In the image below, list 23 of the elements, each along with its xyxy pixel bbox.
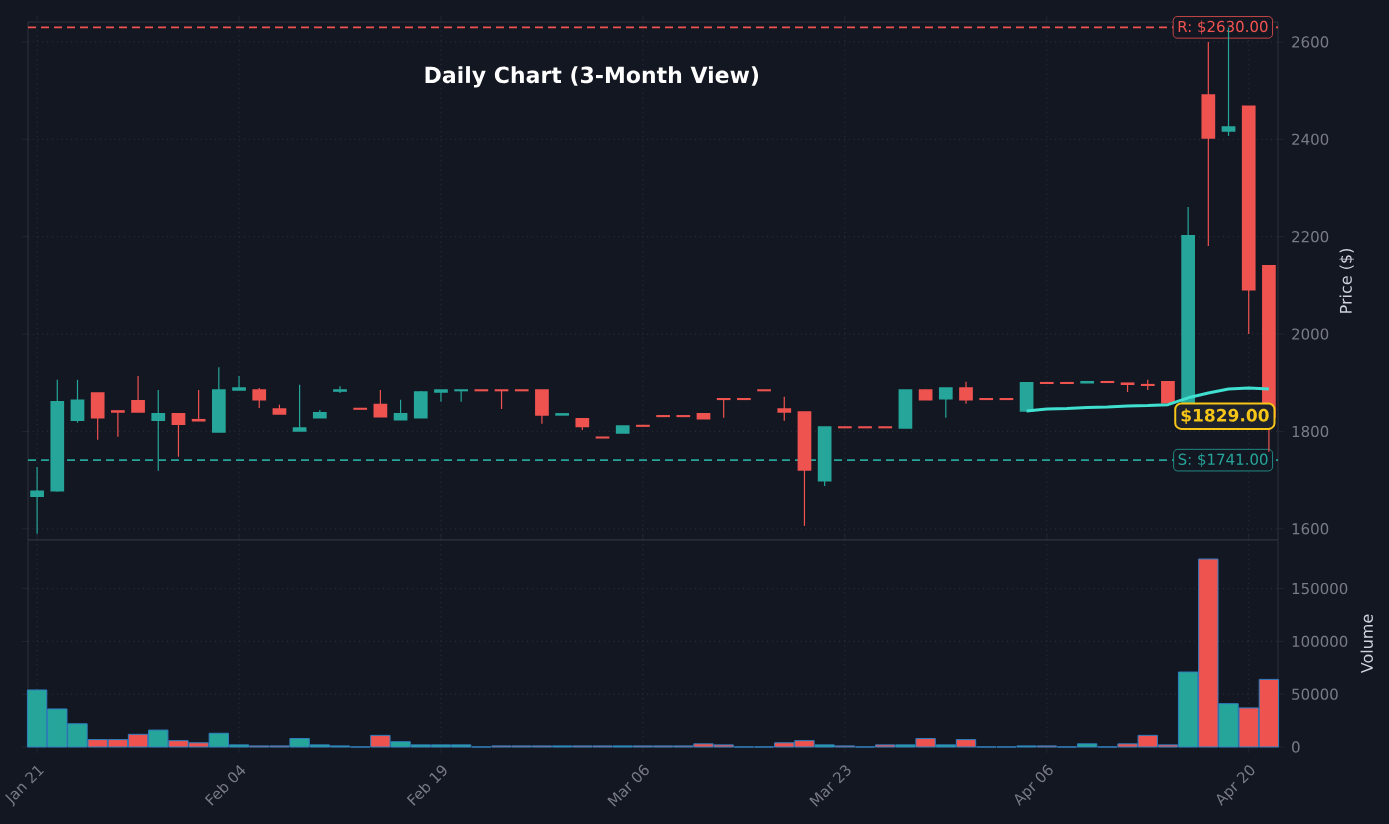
y-tick-label: 100000 bbox=[1292, 635, 1348, 648]
y-tick-label: 1800 bbox=[1292, 425, 1329, 438]
ref-line-label: R: $2630.00 bbox=[1178, 20, 1268, 35]
x-tick-label: Feb 04 bbox=[204, 765, 246, 806]
y-tick-label: 50000 bbox=[1292, 688, 1338, 700]
y-tick-label: 2200 bbox=[1292, 231, 1329, 243]
x-tick-label: Mar 06 bbox=[607, 764, 649, 807]
x-tick-label: Feb 19 bbox=[406, 765, 447, 806]
y-tick-label: 0 bbox=[1292, 741, 1300, 753]
ref-line-label: S: $1741.00 bbox=[1178, 453, 1268, 467]
y-tick-label: 2600 bbox=[1292, 36, 1329, 48]
x-tick-label: Jan 21 bbox=[5, 765, 44, 807]
y-tick-label: 1600 bbox=[1292, 523, 1329, 535]
annotation: $1829.00 bbox=[1181, 408, 1269, 424]
y-axis-title: Price ($) bbox=[1339, 248, 1354, 313]
y-axis-title: Volume bbox=[1360, 614, 1373, 674]
y-tick-label: 2400 bbox=[1292, 133, 1329, 145]
x-tick-label: Apr 06 bbox=[1014, 764, 1053, 806]
x-tick-label: Apr 20 bbox=[1216, 765, 1255, 806]
x-tick-label: Mar 23 bbox=[809, 765, 851, 807]
y-tick-label: 2000 bbox=[1292, 328, 1329, 340]
y-tick-label: 150000 bbox=[1292, 582, 1348, 595]
text: Daily Chart (3-Month View) bbox=[425, 66, 759, 88]
